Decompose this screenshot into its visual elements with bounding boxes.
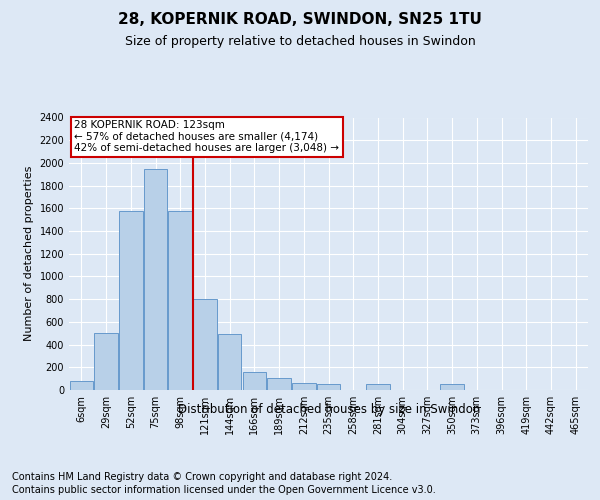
- Bar: [94, 333, 118, 390]
- Bar: [292, 382, 316, 390]
- Bar: [119, 210, 143, 390]
- Bar: [268, 378, 291, 390]
- Bar: [70, 382, 93, 390]
- Bar: [440, 384, 464, 390]
- Text: 28 KOPERNIK ROAD: 123sqm
← 57% of detached houses are smaller (4,174)
42% of sem: 28 KOPERNIK ROAD: 123sqm ← 57% of detach…: [74, 120, 339, 154]
- Bar: [218, 334, 241, 390]
- Bar: [144, 168, 167, 390]
- Bar: [317, 384, 340, 390]
- Bar: [169, 210, 192, 390]
- Text: 28, KOPERNIK ROAD, SWINDON, SN25 1TU: 28, KOPERNIK ROAD, SWINDON, SN25 1TU: [118, 12, 482, 28]
- Y-axis label: Number of detached properties: Number of detached properties: [24, 166, 34, 342]
- Text: Size of property relative to detached houses in Swindon: Size of property relative to detached ho…: [125, 35, 475, 48]
- Text: Distribution of detached houses by size in Swindon: Distribution of detached houses by size …: [178, 402, 480, 415]
- Bar: [366, 384, 389, 390]
- Text: Contains HM Land Registry data © Crown copyright and database right 2024.: Contains HM Land Registry data © Crown c…: [12, 472, 392, 482]
- Bar: [193, 299, 217, 390]
- Text: Contains public sector information licensed under the Open Government Licence v3: Contains public sector information licen…: [12, 485, 436, 495]
- Bar: [242, 372, 266, 390]
